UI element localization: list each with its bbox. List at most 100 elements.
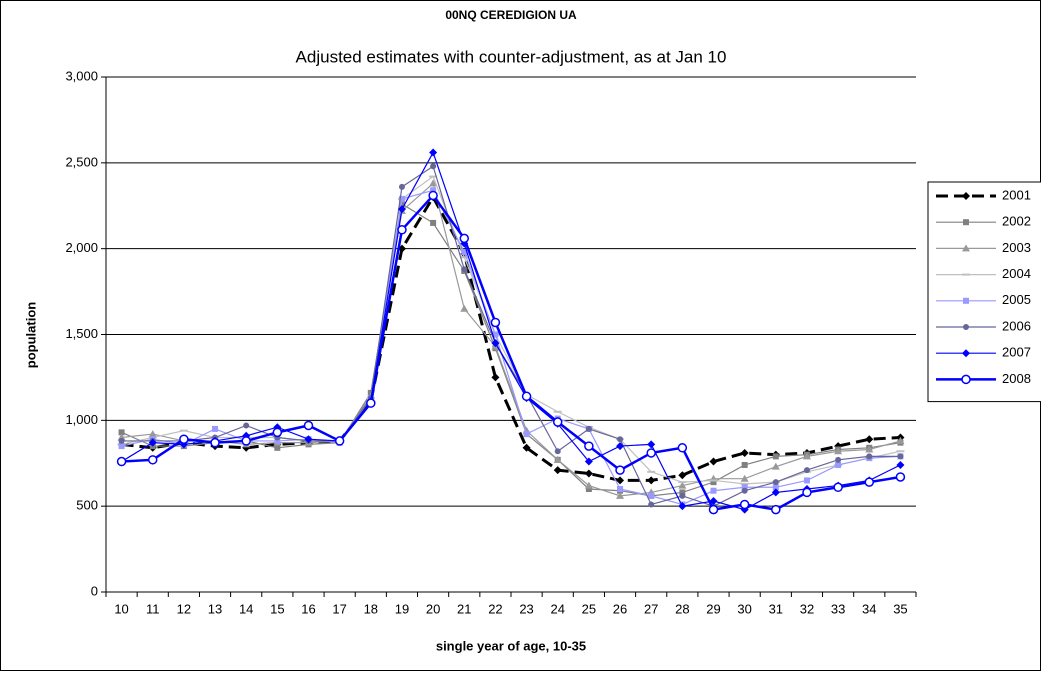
- x-tick-label: 33: [831, 601, 845, 616]
- point: [461, 266, 468, 273]
- x-tick-label: 18: [364, 601, 378, 616]
- legend-label: 2005: [1002, 292, 1031, 307]
- x-tick-label: 27: [644, 601, 658, 616]
- point: [148, 438, 157, 447]
- point: [740, 448, 749, 457]
- point: [677, 443, 688, 453]
- x-tick-label: 19: [395, 601, 409, 616]
- point: [835, 456, 842, 463]
- point: [963, 219, 969, 226]
- point: [584, 481, 593, 489]
- point: [274, 437, 281, 444]
- y-axis-label: population: [23, 302, 38, 368]
- point: [897, 453, 904, 460]
- point: [616, 442, 625, 451]
- point: [866, 453, 873, 460]
- x-tick-label: 23: [519, 601, 533, 616]
- point: [833, 482, 843, 493]
- point: [615, 465, 625, 475]
- point: [834, 447, 843, 455]
- point: [274, 444, 281, 451]
- point: [708, 504, 719, 515]
- point: [428, 190, 438, 201]
- legend-label: 2006: [1002, 318, 1031, 333]
- point: [771, 488, 780, 497]
- legend-label: 2002: [1002, 214, 1031, 229]
- point: [678, 481, 687, 489]
- y-tick-label: 1,500: [65, 326, 98, 341]
- point: [709, 457, 718, 466]
- point: [118, 443, 125, 450]
- point: [865, 445, 874, 453]
- series-line: [121, 165, 901, 507]
- point: [648, 501, 655, 508]
- x-tick-label: 35: [893, 601, 907, 616]
- point: [678, 471, 687, 480]
- point: [460, 304, 469, 312]
- series-line: [121, 151, 901, 511]
- y-tick-label: 2,500: [65, 154, 98, 169]
- x-tick-label: 11: [146, 601, 160, 616]
- point: [212, 425, 219, 432]
- point: [710, 479, 717, 486]
- y-tick-label: 1,000: [65, 412, 98, 427]
- x-tick-label: 24: [550, 601, 564, 616]
- x-tick-label: 28: [675, 601, 689, 616]
- point: [241, 436, 251, 446]
- x-tick-label: 14: [239, 601, 253, 616]
- point: [962, 192, 970, 200]
- x-tick-label: 34: [862, 601, 876, 616]
- point: [366, 398, 376, 408]
- point: [803, 467, 810, 474]
- point: [491, 339, 500, 348]
- point: [552, 417, 563, 427]
- series-line: [121, 182, 901, 497]
- point: [647, 476, 656, 485]
- point: [585, 425, 592, 432]
- chart-subtitle: Adjusted estimates with counter-adjustme…: [296, 47, 727, 66]
- point: [334, 436, 345, 446]
- x-tick-label: 12: [177, 601, 191, 616]
- point: [397, 205, 406, 214]
- point: [148, 430, 157, 438]
- point: [459, 233, 470, 244]
- x-tick-label: 20: [426, 601, 440, 616]
- x-tick-label: 26: [613, 601, 627, 616]
- point: [679, 489, 686, 496]
- point: [303, 420, 314, 431]
- point: [835, 461, 842, 468]
- point: [741, 487, 748, 494]
- point: [616, 491, 625, 499]
- chart-title: 00NQ CEREDIGION UA: [445, 8, 577, 22]
- y-tick-label: 0: [91, 583, 98, 598]
- y-tick-label: 500: [76, 498, 98, 513]
- x-tick-label: 15: [270, 601, 284, 616]
- x-tick-label: 29: [706, 601, 720, 616]
- point: [741, 461, 748, 468]
- point: [461, 249, 468, 256]
- point: [584, 469, 593, 478]
- series-line: [121, 175, 901, 485]
- legend: 2001 2002 2003 2004 2005 2006 2007 2008: [927, 181, 1041, 403]
- point: [710, 487, 717, 494]
- y-tick-label: 2,000: [65, 240, 98, 255]
- point: [865, 435, 874, 444]
- x-tick-label: 30: [737, 601, 751, 616]
- x-tick-label: 25: [582, 601, 596, 616]
- point: [802, 487, 812, 498]
- point: [896, 436, 905, 444]
- point: [679, 492, 686, 499]
- point: [522, 443, 531, 452]
- point: [398, 183, 405, 190]
- legend-label: 2004: [1002, 266, 1031, 281]
- point: [772, 479, 779, 486]
- legend-label: 2003: [1002, 240, 1031, 255]
- point: [646, 448, 656, 458]
- y-tick-label: 3,000: [65, 68, 98, 83]
- x-tick-label: 21: [457, 601, 471, 616]
- x-axis-label: single year of age, 10-35: [436, 638, 586, 653]
- point: [617, 486, 624, 492]
- point: [491, 373, 500, 382]
- series-line: [121, 189, 901, 506]
